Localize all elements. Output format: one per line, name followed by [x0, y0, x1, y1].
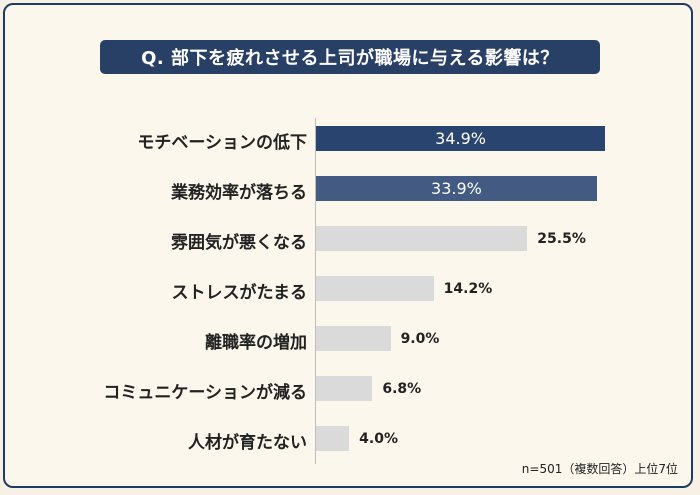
y-axis-line — [315, 118, 316, 464]
bar — [316, 176, 597, 201]
value-label: 4.0% — [359, 431, 398, 447]
value-label: 34.9% — [435, 129, 486, 148]
value-label: 9.0% — [400, 331, 440, 347]
value-label: 6.8% — [382, 381, 422, 397]
category-label: 人材が育たない — [188, 433, 307, 453]
category-label: 業務効率が落ちる — [171, 183, 307, 203]
category-label: コミュニケーションが減る — [103, 383, 307, 403]
chart-title: Q. 部下を疲れさせる上司が職場に与える影響は？ — [100, 40, 600, 74]
bar — [316, 226, 528, 251]
category-label: 離職率の増加 — [205, 333, 307, 353]
bar — [316, 376, 373, 401]
category-label: 雰囲気が悪くなる — [171, 233, 307, 253]
value-label: 25.5% — [537, 231, 586, 247]
value-label: 33.9% — [431, 179, 482, 198]
category-label: ストレスがたまる — [171, 283, 308, 303]
bar — [316, 276, 434, 301]
bar — [316, 126, 606, 151]
category-label: モチベーションの低下 — [137, 133, 307, 153]
bar — [316, 326, 391, 351]
sample-note: n=501（複数回答）上位7位 — [521, 462, 678, 476]
bar — [316, 426, 350, 451]
value-label: 14.2% — [443, 281, 493, 297]
